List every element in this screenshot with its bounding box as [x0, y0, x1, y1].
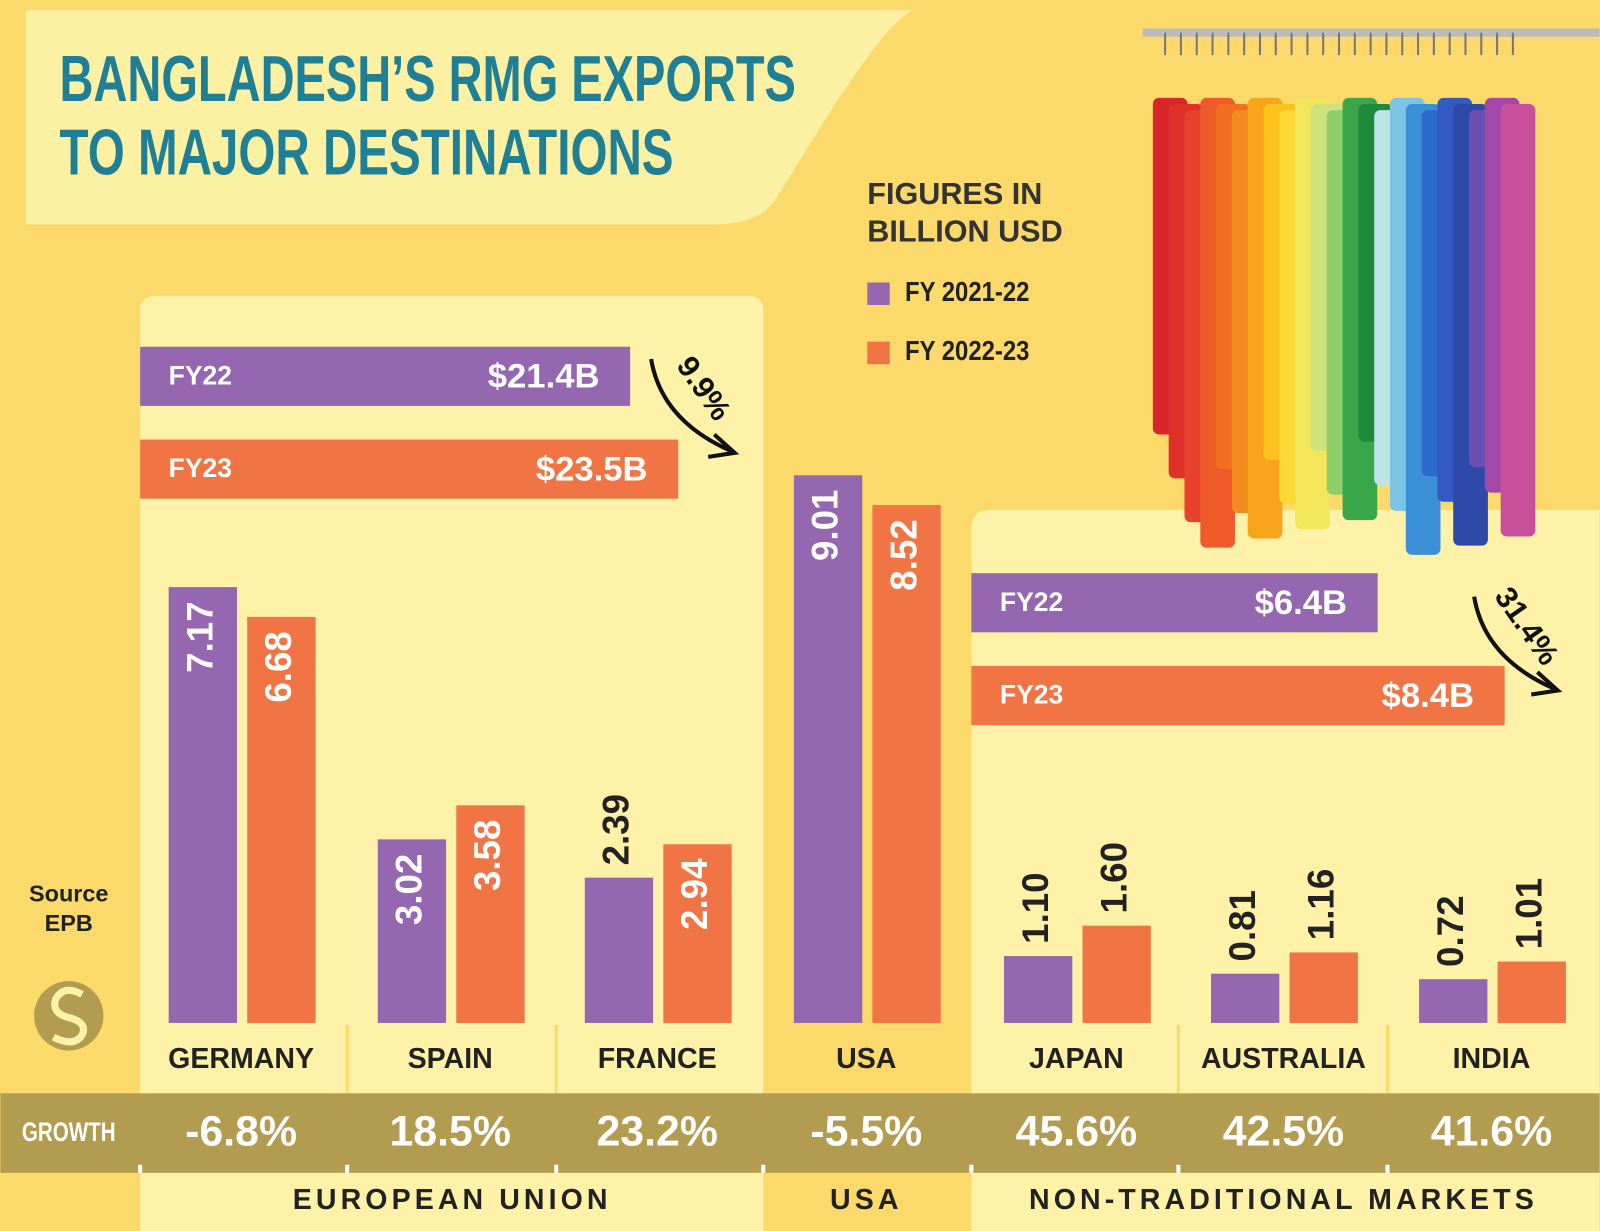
- unit-note: BILLION USD: [867, 215, 1062, 249]
- bar: [584, 877, 654, 1023]
- bar-value-label: 1.01: [1508, 878, 1549, 949]
- x-tick-label: JAPAN: [1029, 1043, 1124, 1075]
- bar-value-label: 6.68: [258, 631, 299, 702]
- growth-value: 23.2%: [596, 1107, 717, 1155]
- change-arrow: [649, 358, 732, 453]
- chart-title: TO MAJOR DESTINATIONS: [60, 115, 674, 188]
- bar-value-label: 0.72: [1430, 896, 1471, 967]
- growth-tick: [969, 1164, 974, 1173]
- x-tick-label: AUSTRALIA: [1201, 1043, 1366, 1075]
- change-arrowhead: [1530, 670, 1563, 697]
- total-bar: [971, 573, 1378, 633]
- shirt: [1500, 104, 1536, 537]
- bar-value-label: 8.52: [883, 519, 924, 590]
- bar: [1419, 979, 1488, 1023]
- group-label: NON-TRADITIONAL MARKETS: [1029, 1184, 1538, 1216]
- growth-value: 42.5%: [1223, 1107, 1344, 1155]
- bar: [872, 505, 941, 1023]
- total-bar-label: FY22: [1000, 587, 1063, 617]
- unit-note: FIGURES IN: [867, 177, 1042, 211]
- growth-label: GROWTH: [22, 1117, 116, 1147]
- growth-value: 18.5%: [389, 1107, 510, 1155]
- bar: [1211, 973, 1280, 1023]
- legend-label: FY 2021-22: [905, 276, 1029, 307]
- title-panel: [25, 10, 914, 225]
- growth-value: -5.5%: [810, 1107, 922, 1155]
- growth-tick: [761, 1164, 766, 1173]
- x-tick-label: SPAIN: [408, 1043, 493, 1075]
- group-label: EUROPEAN UNION: [293, 1184, 612, 1216]
- source: EPB: [45, 910, 93, 936]
- logo-mark: [51, 986, 88, 1046]
- bar: [377, 839, 447, 1023]
- growth-band: [0, 1093, 1600, 1173]
- bar: [663, 844, 732, 1023]
- total-bar: [971, 665, 1505, 726]
- group-label: USA: [830, 1184, 903, 1216]
- total-bar: [140, 439, 679, 499]
- bar: [1289, 952, 1358, 1023]
- growth-tick: [554, 1164, 559, 1173]
- x-tick-label: FRANCE: [598, 1043, 717, 1075]
- bar-value-label: 9.01: [805, 490, 846, 561]
- total-value-label: $6.4B: [1255, 584, 1347, 622]
- bar: [456, 805, 525, 1023]
- bar-value-label: 2.39: [596, 794, 637, 865]
- total-value-label: $8.4B: [1382, 677, 1474, 715]
- growth-value: 45.6%: [1016, 1107, 1137, 1155]
- bar-value-label: 0.81: [1222, 890, 1263, 961]
- total-value-label: $23.5B: [536, 450, 648, 488]
- change-arrowhead: [707, 432, 740, 459]
- x-tick-label: USA: [836, 1043, 896, 1075]
- bar: [1003, 956, 1073, 1023]
- growth-tick: [1176, 1164, 1181, 1173]
- total-value-label: $21.4B: [488, 358, 600, 396]
- bar-value-label: 3.02: [389, 854, 430, 925]
- bar-value-label: 1.10: [1015, 872, 1056, 943]
- total-bar: [140, 346, 631, 406]
- change-arrow: [1472, 596, 1555, 691]
- bar: [1082, 925, 1151, 1023]
- growth-tick: [138, 1164, 143, 1173]
- x-tick-label: GERMANY: [168, 1043, 314, 1075]
- legend-swatch: [867, 282, 890, 305]
- legend-swatch: [867, 341, 890, 365]
- bar-value-label: 3.58: [467, 820, 508, 891]
- growth-tick: [345, 1164, 350, 1173]
- bar-value-label: 7.17: [180, 601, 221, 672]
- bar: [1497, 961, 1566, 1023]
- growth-value: -6.8%: [185, 1107, 297, 1155]
- source-label: Source: [29, 881, 108, 907]
- legend-label: FY 2022-23: [905, 335, 1029, 366]
- total-bar-label: FY23: [1000, 680, 1063, 710]
- bar: [247, 616, 316, 1023]
- chart-title: BANGLADESH’S RMG EXPORTS: [60, 42, 796, 115]
- growth-tick: [1385, 1164, 1390, 1173]
- bar: [168, 587, 238, 1023]
- bar-value-label: 2.94: [674, 858, 715, 930]
- growth-value: 41.6%: [1431, 1107, 1552, 1155]
- x-tick-label: INDIA: [1453, 1043, 1531, 1075]
- total-bar-label: FY23: [169, 453, 232, 483]
- bar-value-label: 1.16: [1300, 869, 1341, 940]
- bar: [793, 475, 863, 1023]
- bar-value-label: 1.60: [1093, 842, 1134, 913]
- total-bar-label: FY22: [169, 360, 232, 390]
